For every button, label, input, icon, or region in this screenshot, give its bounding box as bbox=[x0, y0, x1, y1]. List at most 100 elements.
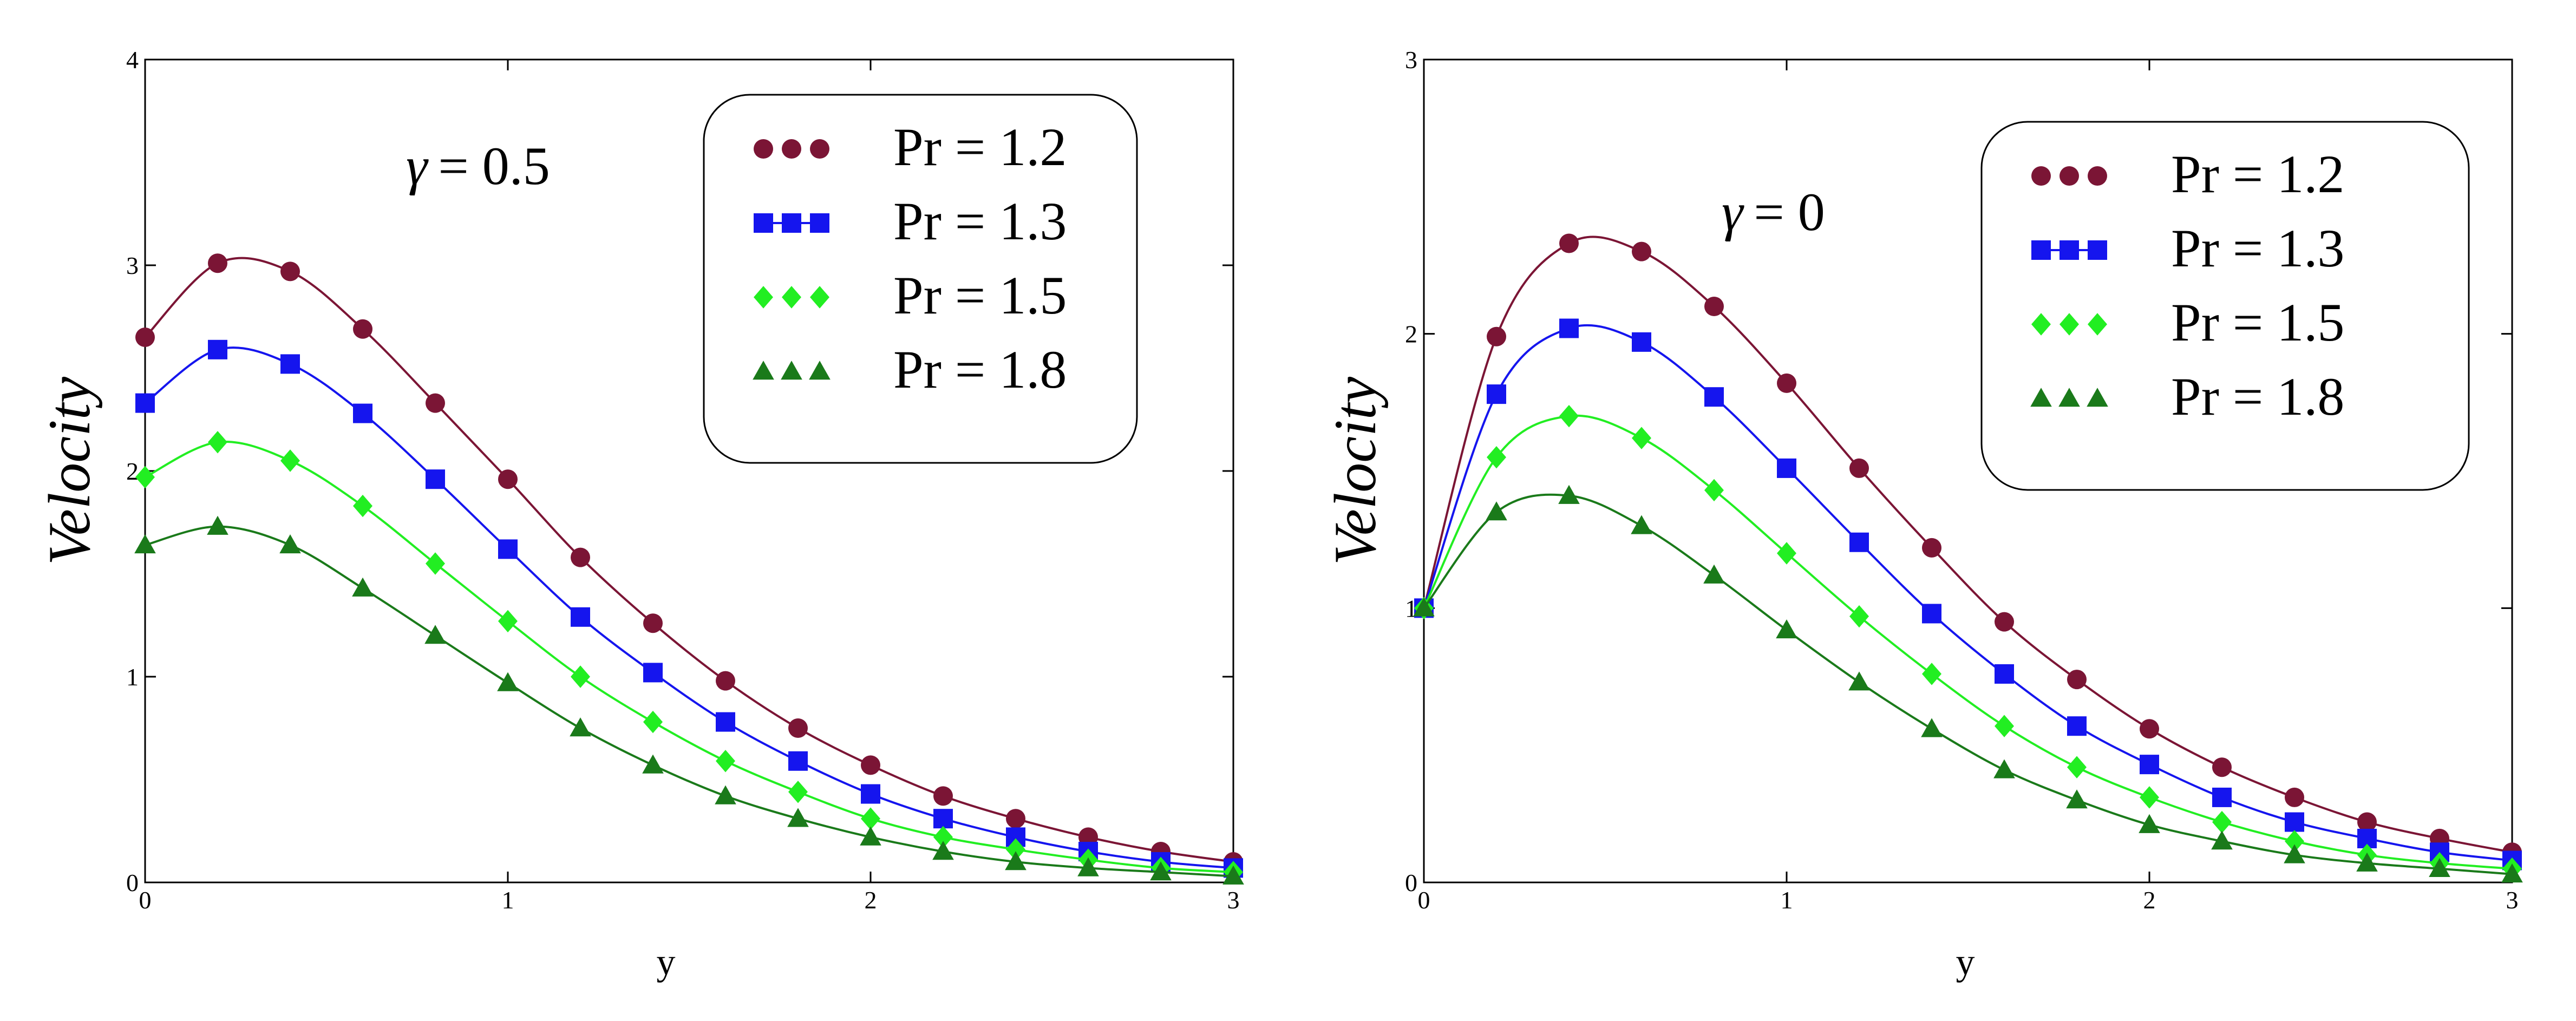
triangle-marker bbox=[781, 361, 802, 380]
triangle-marker bbox=[1703, 564, 1725, 584]
series-line bbox=[145, 441, 1234, 873]
circle-marker bbox=[933, 786, 953, 806]
legend-item: Pr = 1.3 bbox=[754, 191, 1067, 251]
y-tick-label: 4 bbox=[126, 46, 139, 74]
triangle-marker bbox=[2058, 388, 2080, 407]
diamond-marker bbox=[2060, 313, 2079, 336]
circle-marker bbox=[2357, 812, 2377, 832]
circle-marker bbox=[716, 671, 735, 691]
triangle-marker bbox=[2139, 814, 2160, 833]
gamma-annotation: γ = 0.5 bbox=[406, 136, 550, 196]
x-tick-label: 1 bbox=[1781, 886, 1793, 914]
triangle-marker bbox=[1150, 861, 1172, 881]
legend-label: Pr = 1.2 bbox=[893, 117, 1067, 177]
square-marker bbox=[1922, 604, 1941, 624]
gamma-value: = 0 bbox=[1754, 182, 1825, 242]
series-line bbox=[1423, 493, 2513, 875]
diamond-marker bbox=[426, 552, 445, 575]
legend-item: Pr = 1.8 bbox=[2030, 366, 2344, 427]
diamond-marker bbox=[280, 449, 300, 472]
circle-marker bbox=[2031, 166, 2051, 186]
legend-item: Pr = 1.2 bbox=[2031, 144, 2344, 204]
diamond-marker bbox=[1995, 715, 2014, 737]
triangle-marker bbox=[2501, 863, 2523, 883]
y-tick-label: 2 bbox=[1405, 320, 1417, 348]
triangle-marker bbox=[2284, 844, 2305, 863]
diamond-marker bbox=[810, 286, 829, 309]
triangle-marker bbox=[1486, 501, 1507, 521]
triangle-marker bbox=[753, 361, 774, 380]
diamond-marker bbox=[353, 494, 372, 518]
square-marker bbox=[2212, 787, 2232, 807]
series-layer bbox=[1413, 233, 2523, 883]
diamond-marker bbox=[571, 665, 590, 688]
legend-box bbox=[1980, 121, 2470, 491]
diamond-marker bbox=[2067, 756, 2087, 778]
circle-marker bbox=[2285, 787, 2304, 807]
triangle-marker bbox=[2030, 388, 2052, 407]
series-triangle bbox=[134, 515, 1244, 885]
legend-label: Pr = 1.2 bbox=[2171, 144, 2344, 204]
square-marker bbox=[2140, 755, 2159, 775]
diamond-marker bbox=[2140, 786, 2159, 809]
circle-marker bbox=[2140, 719, 2159, 739]
x-tick-label: 3 bbox=[1227, 886, 1240, 914]
triangle-marker bbox=[1776, 619, 1797, 639]
gamma-symbol: γ bbox=[406, 136, 429, 196]
circle-marker bbox=[1559, 233, 1579, 253]
square-marker bbox=[498, 539, 518, 559]
circle-marker bbox=[754, 139, 773, 159]
triangle-marker bbox=[2087, 388, 2108, 407]
triangle-marker bbox=[2211, 830, 2233, 850]
series-diamond bbox=[135, 431, 1243, 883]
legend-item: Pr = 1.2 bbox=[754, 117, 1067, 177]
square-marker bbox=[353, 403, 372, 423]
gamma-symbol: γ bbox=[1722, 182, 1744, 242]
circle-marker bbox=[1632, 241, 1651, 261]
square-marker bbox=[1559, 318, 1579, 338]
legend: Pr = 1.2 Pr = 1.3 Pr = 1.5 Pr = 1.8 bbox=[1980, 121, 2470, 491]
legend-items: Pr = 1.2 Pr = 1.3 Pr = 1.5 Pr = 1.8 bbox=[753, 117, 1067, 400]
series-layer bbox=[134, 253, 1244, 885]
square-marker bbox=[280, 354, 300, 374]
diamond-marker bbox=[1559, 404, 1579, 428]
diamond-marker bbox=[861, 807, 880, 830]
triangle-marker bbox=[424, 625, 446, 644]
triangle-marker bbox=[1921, 718, 1943, 737]
square-marker bbox=[1704, 387, 1724, 407]
diamond-marker bbox=[208, 431, 227, 454]
triangle-marker bbox=[809, 361, 831, 380]
square-marker bbox=[1995, 664, 2014, 684]
circle-marker bbox=[2212, 757, 2232, 777]
square-marker bbox=[788, 751, 808, 771]
square-marker bbox=[1777, 458, 1796, 478]
triangle-marker bbox=[2429, 858, 2450, 877]
legend-items: Pr = 1.2 Pr = 1.3 Pr = 1.5 Pr = 1.8 bbox=[2030, 144, 2344, 427]
triangle-marker bbox=[1558, 485, 1580, 504]
legend-label: Pr = 1.8 bbox=[2171, 366, 2344, 427]
x-tick-label: 0 bbox=[1418, 886, 1430, 914]
legend-label: Pr = 1.8 bbox=[893, 339, 1067, 400]
circle-marker bbox=[571, 547, 590, 567]
diamond-marker bbox=[2212, 810, 2232, 834]
legend-item: Pr = 1.5 bbox=[754, 265, 1067, 325]
diamond-marker bbox=[2031, 313, 2051, 336]
circle-marker bbox=[2060, 166, 2079, 186]
circle-marker bbox=[1777, 373, 1796, 393]
legend: Pr = 1.2 Pr = 1.3 Pr = 1.5 Pr = 1.8 bbox=[703, 94, 1138, 464]
square-marker bbox=[426, 469, 445, 489]
diamond-marker bbox=[2088, 313, 2107, 336]
triangle-marker bbox=[1631, 515, 1652, 534]
circle-marker bbox=[1006, 809, 1025, 829]
x-tick-label: 1 bbox=[502, 886, 514, 914]
triangle-marker bbox=[1413, 597, 1435, 617]
circle-marker bbox=[643, 613, 663, 633]
diamond-marker bbox=[135, 466, 155, 489]
y-tick-label: 0 bbox=[126, 869, 139, 896]
circle-marker bbox=[1487, 326, 1506, 346]
x-tick-label: 2 bbox=[865, 886, 877, 914]
legend-item: Pr = 1.3 bbox=[2031, 218, 2344, 278]
